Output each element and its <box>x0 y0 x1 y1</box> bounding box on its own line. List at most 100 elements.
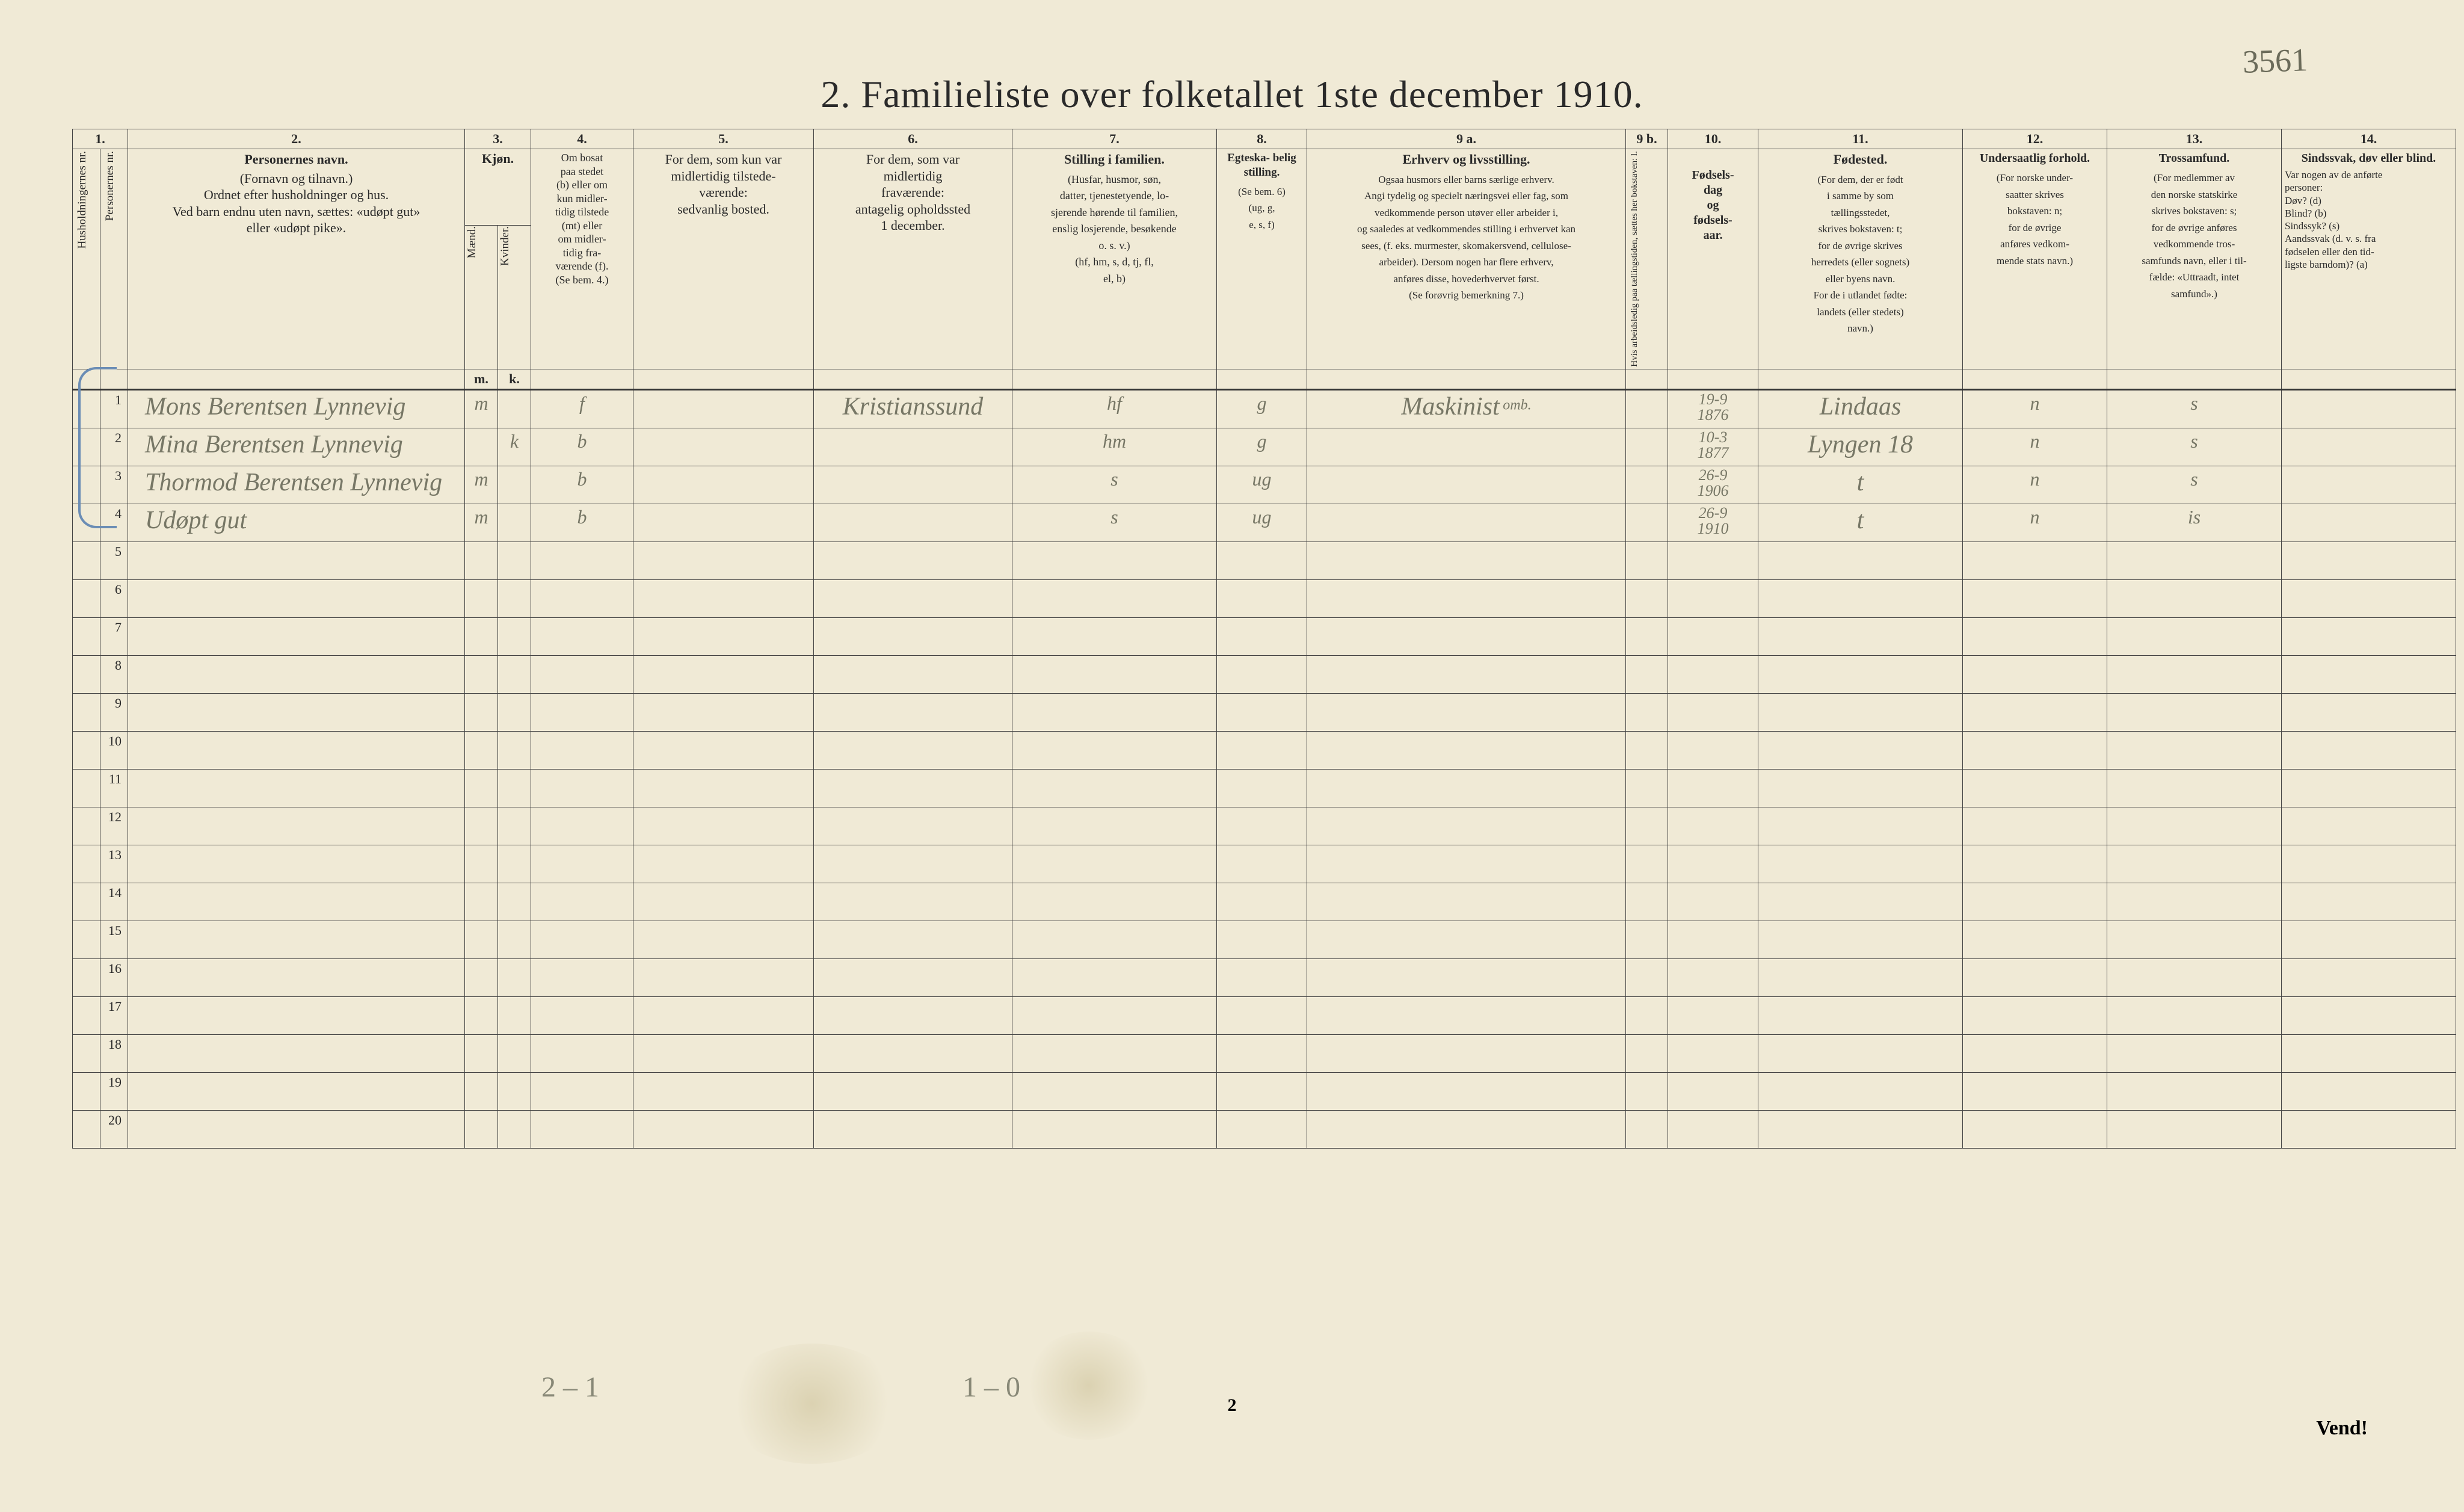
table-cell <box>531 693 633 731</box>
table-cell <box>128 883 465 921</box>
table-cell <box>1307 655 1626 693</box>
table-row: 1Mons Berentsen LynnevigmfKristianssundh… <box>73 389 2456 428</box>
table-cell: s <box>2107 428 2282 466</box>
table-row: 20 <box>73 1110 2456 1148</box>
table-row: 18 <box>73 1034 2456 1072</box>
table-cell <box>2107 845 2282 883</box>
colnum-3: 3. <box>465 129 531 149</box>
table-cell <box>1668 542 1758 579</box>
table-cell <box>73 769 100 807</box>
table-row: 5 <box>73 542 2456 579</box>
table-cell <box>1626 958 1668 996</box>
table-cell <box>1963 655 2107 693</box>
table-cell <box>73 655 100 693</box>
table-cell <box>1012 1110 1217 1148</box>
header-fodselsdato: Fødsels- dag og fødsels- aar. <box>1668 149 1758 369</box>
table-cell <box>128 769 465 807</box>
table-cell <box>1217 845 1307 883</box>
table-cell <box>2107 1034 2282 1072</box>
table-row: 6 <box>73 579 2456 617</box>
table-cell <box>1626 389 1668 428</box>
table-cell <box>498 1072 531 1110</box>
table-cell <box>1668 1072 1758 1110</box>
table-cell <box>1307 617 1626 655</box>
table-cell <box>1012 958 1217 996</box>
header-navn: Personernes navn. (Fornavn og tilnavn.) … <box>128 149 465 369</box>
colnum-5: 5. <box>633 129 814 149</box>
table-cell <box>1668 693 1758 731</box>
table-cell <box>465 883 498 921</box>
table-cell <box>128 617 465 655</box>
table-cell <box>2107 807 2282 845</box>
header-fodested-heading: Fødested. <box>1761 151 1959 168</box>
table-cell <box>73 542 100 579</box>
household-bracket <box>78 367 117 528</box>
table-cell: m <box>465 466 498 504</box>
table-cell <box>1217 693 1307 731</box>
table-cell <box>814 428 1012 466</box>
colnum-6: 6. <box>814 129 1012 149</box>
table-cell <box>2107 655 2282 693</box>
table-cell <box>1307 731 1626 769</box>
table-row: 13 <box>73 845 2456 883</box>
table-cell <box>633 807 814 845</box>
table-cell <box>1626 807 1668 845</box>
table-cell <box>1963 883 2107 921</box>
table-row: 9 <box>73 693 2456 731</box>
table-cell <box>1668 996 1758 1034</box>
table-cell <box>1758 1072 1963 1110</box>
table-cell <box>1758 542 1963 579</box>
table-cell <box>814 1110 1012 1148</box>
table-cell <box>1963 1110 2107 1148</box>
table-cell <box>1626 769 1668 807</box>
header-erhverv: Erhverv og livsstilling. Ogsaa husmors e… <box>1307 149 1626 369</box>
table-cell <box>73 1072 100 1110</box>
table-cell: 16 <box>100 958 128 996</box>
table-cell <box>1012 617 1217 655</box>
table-cell <box>1668 883 1758 921</box>
table-cell <box>633 504 814 542</box>
table-cell <box>1307 693 1626 731</box>
table-cell <box>1668 845 1758 883</box>
table-cell <box>531 617 633 655</box>
table-cell: 9 <box>100 693 128 731</box>
table-cell <box>1758 693 1963 731</box>
header-sindssvak-sub: Var nogen av de anførte personer: Døv? (… <box>2285 168 2453 271</box>
table-row: 8 <box>73 655 2456 693</box>
table-cell <box>465 921 498 958</box>
table-cell <box>1217 579 1307 617</box>
table-cell <box>1626 1072 1668 1110</box>
table-cell <box>128 1110 465 1148</box>
table-cell <box>2282 617 2456 655</box>
table-cell <box>1626 921 1668 958</box>
table-row: 16 <box>73 958 2456 996</box>
table-cell <box>498 504 531 542</box>
table-cell <box>1626 542 1668 579</box>
table-cell <box>128 958 465 996</box>
table-cell <box>128 731 465 769</box>
header-bosat: Om bosat paa stedet (b) eller om kun mid… <box>531 149 633 369</box>
table-cell: 13 <box>100 845 128 883</box>
table-cell <box>1307 769 1626 807</box>
table-cell <box>1963 845 2107 883</box>
table-cell <box>1668 1034 1758 1072</box>
colnum-11: 11. <box>1758 129 1963 149</box>
table-cell <box>2107 921 2282 958</box>
table-cell <box>1217 807 1307 845</box>
table-row: 3Thormod Berentsen Lynnevigmbsug26-9 190… <box>73 466 2456 504</box>
table-cell <box>1012 807 1217 845</box>
table-cell <box>1963 996 2107 1034</box>
table-cell <box>73 731 100 769</box>
mk-k: k. <box>498 369 531 389</box>
footer-tally-right: 1 – 0 <box>962 1371 1020 1404</box>
table-cell <box>1963 617 2107 655</box>
header-midlertidig-fravaerende: For dem, som var midlertidig fraværende:… <box>814 149 1012 369</box>
table-cell <box>1626 655 1668 693</box>
table-cell <box>73 617 100 655</box>
table-cell <box>2107 883 2282 921</box>
header-egteskab: Egteska- belig stilling. (Se bem. 6) (ug… <box>1217 149 1307 369</box>
table-cell <box>814 958 1012 996</box>
table-cell <box>1963 542 2107 579</box>
table-cell <box>1963 579 2107 617</box>
header-sindssvak-heading: Sindssvak, døv eller blind. <box>2285 151 2453 166</box>
